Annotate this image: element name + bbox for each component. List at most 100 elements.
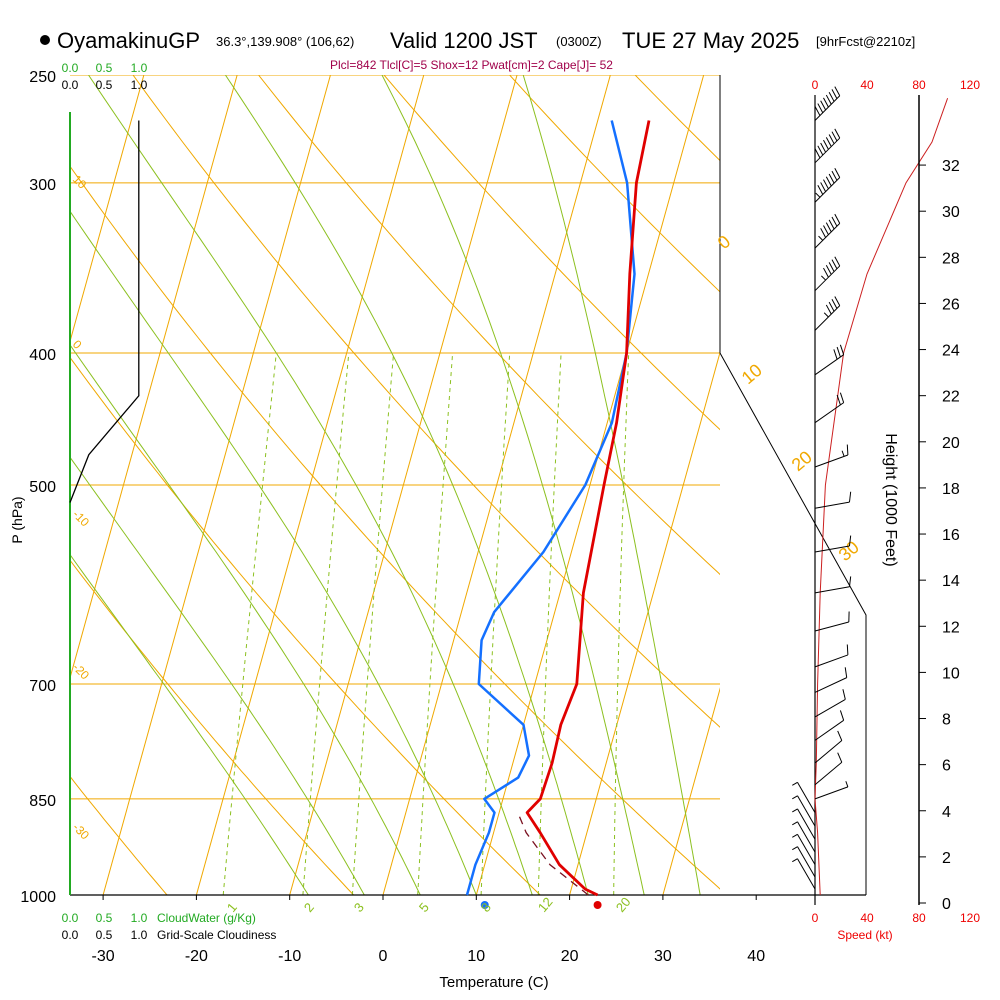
- speed-tick-top: 80: [912, 78, 926, 92]
- wind-barb: [814, 354, 844, 376]
- moist-adiabat-line: [381, 75, 645, 895]
- wind-barb-flag: [834, 213, 841, 224]
- moist-adiabat-line: [70, 553, 309, 895]
- wind-barb-flag: [825, 264, 832, 275]
- stability-indices: Plcl=842 Tlcl[C]=5 Shox=12 Pwat[cm]=2 Ca…: [330, 58, 613, 72]
- height-tick-label: 24: [942, 343, 960, 360]
- wind-barb: [814, 761, 843, 786]
- adiabat-label-right: 20: [788, 447, 816, 475]
- speed-tick-bottom: 80: [912, 911, 926, 925]
- wind-barb: [814, 95, 841, 121]
- pressure-tick-label: 1000: [20, 889, 56, 906]
- wind-barb-flag: [828, 134, 835, 144]
- cloudwater-label: CloudWater (g/Kg): [157, 911, 256, 925]
- wind-barb: [797, 846, 816, 878]
- isotherm-label-left: 0: [70, 337, 85, 352]
- isotherm-label-left: -10: [70, 507, 92, 529]
- wind-speed-line: [814, 98, 949, 896]
- moist-adiabat-line: [70, 210, 477, 895]
- wind-barb-flag: [839, 392, 845, 403]
- temperature-tick-label: 20: [561, 948, 579, 965]
- wind-barb: [814, 137, 841, 164]
- dry-adiabat-line: [70, 775, 168, 895]
- wind-barb-flag: [834, 296, 841, 306]
- pressure-tick-label: 700: [29, 678, 56, 695]
- speed-tick-bottom: 120: [960, 911, 980, 925]
- wind-barb-flag: [814, 148, 821, 159]
- isotherm-label-left: -20: [70, 660, 92, 682]
- wind-barb-flag: [839, 710, 845, 721]
- height-tick-label: 8: [942, 712, 951, 729]
- wind-barb-flag: [831, 216, 838, 227]
- isotherm-line: [662, 687, 720, 895]
- pressure-tick-label: 300: [29, 177, 56, 194]
- wind-barb-flag: [817, 185, 824, 195]
- wind-barb-flag: [834, 256, 841, 267]
- wind-barb: [814, 677, 847, 693]
- wind-barb-flag: [831, 170, 838, 181]
- pressure-tick-label: 500: [29, 479, 56, 496]
- wind-barb-flag: [833, 349, 838, 360]
- mixing-ratio-line: [417, 352, 454, 895]
- mixing-ratio-label: 2: [301, 900, 317, 915]
- wind-barb: [797, 782, 816, 813]
- wind-barb: [814, 177, 841, 203]
- wind-barb-flag: [834, 86, 841, 97]
- station-coords: 36.3°,139.908° (106,62): [216, 34, 355, 49]
- dry-adiabat-line: [508, 75, 720, 293]
- wind-barb: [814, 402, 844, 424]
- temperature-axis-title: Temperature (C): [439, 974, 548, 991]
- wind-barb-flag: [831, 131, 838, 142]
- isotherm-label-left: -30: [70, 820, 92, 842]
- wind-barb-half: [823, 312, 829, 318]
- wind-barb-half: [818, 235, 824, 241]
- cloudwater-tick-bottom: 0.5: [96, 911, 113, 925]
- mixing-ratio-label: 5: [416, 900, 432, 915]
- wind-barb-flag: [837, 730, 843, 741]
- wind-barb-flag: [825, 304, 832, 315]
- dry-adiabat-line: [0, 0, 3, 924]
- speed-tick-bottom: 0: [812, 911, 819, 925]
- wind-barb-flag: [825, 137, 832, 147]
- mixing-ratio-line: [302, 352, 350, 895]
- plot-area: [0, 0, 1000, 924]
- wind-barb-flag: [817, 103, 824, 113]
- isotherm-line: [382, 75, 611, 895]
- temperature-tick-label: 30: [654, 948, 672, 965]
- moist-adiabat-line: [87, 75, 533, 895]
- dry-adiabat-line: [634, 75, 720, 162]
- wind-barb-half: [792, 846, 798, 851]
- cloudiness-tick-bottom: 1.0: [131, 928, 148, 942]
- dewpoint-line: [465, 120, 636, 896]
- wind-barb: [814, 545, 850, 553]
- pressure-tick-label: 850: [29, 793, 56, 810]
- cloudwater-tick-bottom: 1.0: [131, 911, 148, 925]
- speed-tick-top: 40: [860, 78, 874, 92]
- wind-barb-half: [792, 808, 798, 813]
- height-tick-label: 30: [942, 204, 960, 221]
- wind-barb-flag: [846, 444, 849, 456]
- wind-barb-half: [792, 858, 798, 863]
- height-tick-label: 22: [942, 389, 960, 406]
- surface-temperature-point: [593, 901, 602, 909]
- wind-barb-half: [792, 795, 798, 800]
- speed-axis-label: Speed (kt): [837, 928, 892, 942]
- wind-barb-flag: [836, 394, 841, 406]
- cloudiness-label: Grid-Scale Cloudiness: [157, 928, 276, 942]
- wind-barb: [814, 305, 841, 331]
- height-tick-label: 32: [942, 158, 960, 175]
- speed-tick-bottom: 40: [860, 911, 874, 925]
- wind-barb-half: [792, 781, 798, 786]
- wind-barb-flag: [828, 173, 835, 184]
- dry-adiabat-line: [748, 0, 1000, 924]
- cloudiness-tick-top: 1.0: [131, 78, 148, 92]
- adiabat-label-right: 0: [714, 231, 735, 253]
- station-marker-icon: [40, 35, 50, 45]
- wind-barb-flag: [825, 176, 832, 187]
- wind-barb-flag: [823, 97, 829, 108]
- wind-barb-flag: [823, 139, 829, 150]
- wind-barb: [797, 795, 816, 827]
- wind-barb-flag: [836, 346, 841, 358]
- wind-barb-flag: [831, 89, 838, 99]
